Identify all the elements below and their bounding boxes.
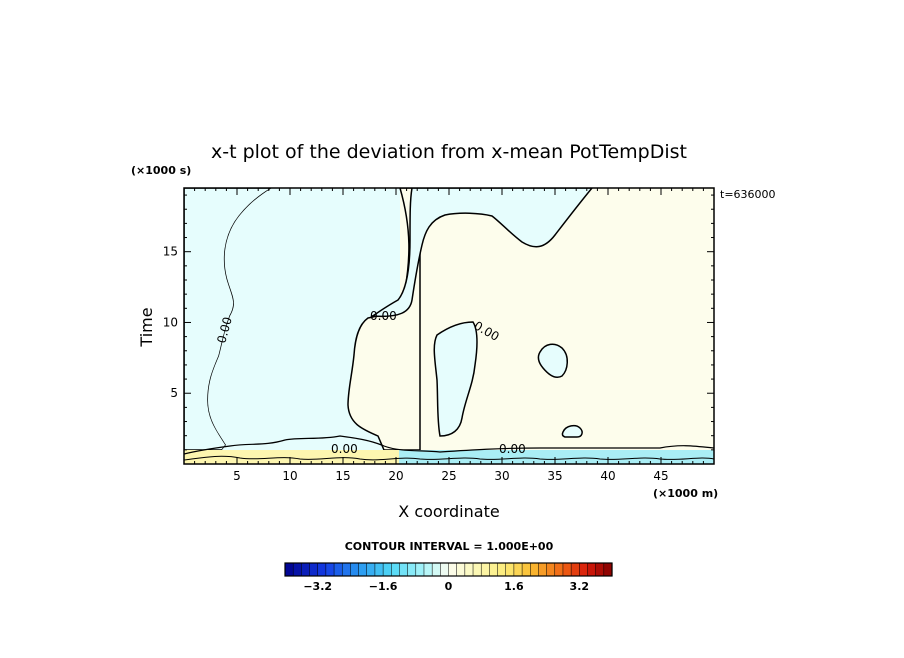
x-axis-ticks: 5 10 15 20 25 30 35 40 45 bbox=[194, 188, 704, 483]
bottom-band-edge bbox=[184, 455, 714, 461]
colorbar-cell bbox=[341, 562, 351, 577]
x-tick-label: 20 bbox=[388, 469, 403, 483]
colorbar-cell bbox=[587, 562, 597, 577]
colorbar-cell bbox=[521, 562, 531, 577]
colorbar-cell bbox=[505, 562, 515, 577]
colorbar-cell bbox=[440, 562, 450, 577]
colorbar-tick-label: 1.6 bbox=[504, 580, 524, 593]
colorbar-cell bbox=[399, 562, 409, 577]
x-tick-label: 5 bbox=[233, 469, 241, 483]
colorbar-cell bbox=[595, 562, 605, 577]
colorbar bbox=[284, 562, 613, 577]
chart-title: x-t plot of the deviation from x-mean Po… bbox=[211, 141, 687, 163]
positive-band-bottom bbox=[184, 450, 399, 464]
colorbar-cell bbox=[382, 562, 392, 577]
x-tick-label: 10 bbox=[282, 469, 297, 483]
colorbar-cell bbox=[325, 562, 335, 577]
colorbar-cell bbox=[562, 562, 572, 577]
y-tick-label: 10 bbox=[163, 315, 178, 329]
colorbar-cell bbox=[423, 562, 433, 577]
colorbar-cell bbox=[333, 562, 343, 577]
colorbar-cell bbox=[374, 562, 384, 577]
colorbar-cell bbox=[497, 562, 507, 577]
colorbar-cell bbox=[358, 562, 368, 577]
negative-region-center bbox=[208, 188, 400, 450]
x-tick-label: 35 bbox=[547, 469, 562, 483]
negative-blob-1 bbox=[433, 321, 478, 437]
x-tick-label: 25 bbox=[441, 469, 456, 483]
colorbar-ticks: −3.2 −1.6 0 1.6 3.2 bbox=[303, 580, 589, 593]
colorbar-cell bbox=[391, 562, 400, 577]
negative-blob-2 bbox=[537, 343, 568, 379]
colorbar-cell bbox=[407, 562, 417, 577]
colorbar-cell bbox=[546, 562, 556, 577]
contour-label-4: 0.00 bbox=[331, 442, 358, 456]
colorbar-cell bbox=[456, 562, 466, 577]
y-tick-label: 15 bbox=[163, 245, 178, 259]
colorbar-cell bbox=[448, 562, 458, 577]
colorbar-tick-label: 3.2 bbox=[570, 580, 590, 593]
colorbar-cell bbox=[350, 562, 360, 577]
colorbar-cell bbox=[431, 562, 441, 577]
colorbar-tick-label: 0 bbox=[445, 580, 453, 593]
negative-blob-3 bbox=[561, 424, 583, 438]
colorbar-cell bbox=[309, 562, 319, 577]
x-tick-label: 15 bbox=[335, 469, 350, 483]
contour-label-5: 0.00 bbox=[499, 442, 526, 456]
y-unit-label: (×1000 s) bbox=[131, 164, 191, 177]
colorbar-cell bbox=[301, 562, 311, 577]
x-tick-label: 45 bbox=[653, 469, 668, 483]
colorbar-cell bbox=[366, 562, 376, 577]
colorbar-cell bbox=[538, 562, 548, 577]
y-axis-label: Time bbox=[137, 307, 156, 347]
colorbar-cell bbox=[480, 562, 490, 577]
y-tick-label: 5 bbox=[170, 386, 178, 400]
bottom-contour bbox=[184, 435, 714, 455]
colorbar-cell bbox=[513, 562, 523, 577]
x-unit-label: (×1000 m) bbox=[653, 487, 718, 500]
colorbar-cell bbox=[317, 562, 327, 577]
colorbar-cell bbox=[603, 562, 613, 577]
colorbar-cell bbox=[472, 562, 482, 577]
colorbar-cell bbox=[292, 562, 302, 577]
x-axis-label: X coordinate bbox=[398, 502, 499, 521]
contour-interval-label: CONTOUR INTERVAL = 1.000E+00 bbox=[345, 540, 554, 553]
y-axis-ticks: 5 10 15 bbox=[163, 194, 714, 451]
colorbar-cell bbox=[530, 562, 539, 577]
colorbar-cell bbox=[554, 562, 564, 577]
plot-area bbox=[184, 188, 714, 464]
colorbar-frame bbox=[284, 562, 613, 577]
colorbar-tick-label: −1.6 bbox=[369, 580, 398, 593]
colorbar-cell bbox=[579, 562, 589, 577]
negative-region-northeast bbox=[370, 188, 593, 318]
contour-label-2: 0.00 bbox=[370, 309, 397, 323]
time-stamp: t=636000 bbox=[720, 188, 776, 201]
colorbar-cell bbox=[464, 562, 474, 577]
colorbar-cell bbox=[415, 562, 425, 577]
colorbar-cell bbox=[570, 562, 580, 577]
contour-label-1: 0.00 bbox=[214, 315, 234, 344]
colorbar-cell bbox=[284, 562, 294, 577]
negative-band-bottom bbox=[399, 450, 714, 464]
x-tick-label: 30 bbox=[494, 469, 509, 483]
colorbar-cell bbox=[489, 562, 499, 577]
x-tick-label: 40 bbox=[600, 469, 615, 483]
colorbar-tick-label: −3.2 bbox=[303, 580, 332, 593]
